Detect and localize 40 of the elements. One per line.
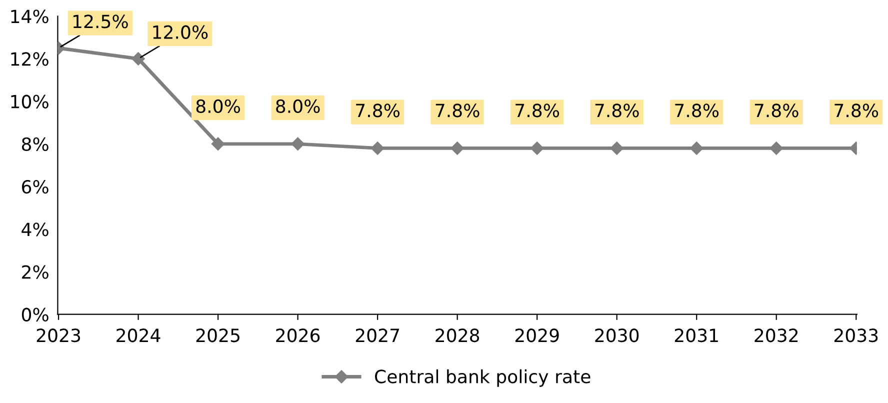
y-tick-label: 10% — [11, 94, 48, 108]
legend-label: Central bank policy rate — [375, 369, 590, 387]
y-tick-label: 2% — [22, 265, 48, 279]
x-tick-label: 2026 — [276, 328, 320, 342]
x-tick-label: 2024 — [116, 328, 160, 342]
point — [132, 52, 145, 66]
x-tick-label: 2032 — [754, 328, 798, 342]
x-tick-label: 2033 — [834, 328, 878, 342]
x-tick-label: 2023 — [36, 328, 80, 342]
data-label: 8.0% — [196, 99, 240, 114]
point — [530, 142, 544, 155]
data-label: 7.8% — [834, 104, 878, 118]
point — [450, 142, 464, 155]
data-label: 12.0% — [153, 25, 208, 39]
data-label: 7.8% — [516, 104, 560, 118]
point — [370, 142, 384, 155]
data-label: 7.8% — [754, 104, 798, 118]
data-label: 7.8% — [356, 104, 400, 118]
data-label: 7.8% — [436, 104, 480, 118]
data-label: 12.5% — [73, 14, 128, 28]
y-tick-label: 14% — [11, 10, 48, 24]
y-tick-label: 12% — [11, 52, 48, 66]
y-tick-label: 8% — [22, 137, 48, 152]
x-tick-label: 2028 — [436, 328, 480, 342]
y-tick-label: 0% — [22, 308, 48, 322]
x-tick-label: 2027 — [356, 328, 399, 342]
x-tick-label: 2031 — [674, 328, 718, 342]
y-tick-label: 4% — [22, 222, 48, 236]
point — [291, 137, 304, 151]
data-label: 8.0% — [276, 99, 320, 114]
data-label: 7.8% — [675, 104, 719, 118]
point — [211, 137, 225, 151]
point — [610, 142, 624, 155]
data-label: 7.8% — [595, 104, 639, 118]
x-tick-label: 2025 — [196, 328, 240, 342]
point — [690, 142, 704, 155]
point — [770, 142, 783, 155]
x-tick-label: 2030 — [595, 328, 639, 342]
x-tick-label: 2029 — [515, 328, 559, 342]
y-tick-label: 6% — [22, 180, 48, 194]
